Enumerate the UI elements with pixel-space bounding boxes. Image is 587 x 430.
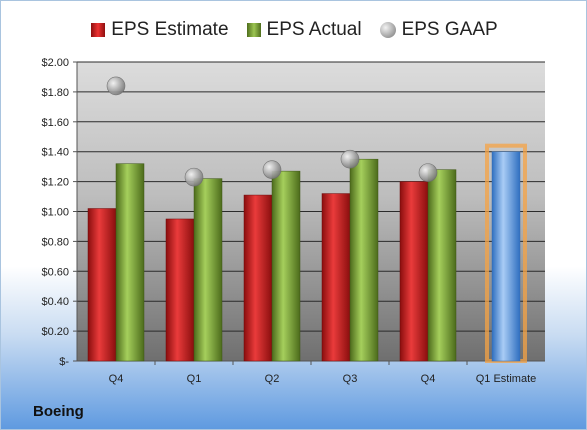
bar-actual — [427, 169, 457, 362]
legend-swatch-actual — [246, 23, 261, 37]
legend-label-gaap: EPS GAAP — [401, 19, 498, 40]
legend-swatch-estimate — [91, 23, 106, 37]
x-tick-label: Q1 Estimate — [476, 373, 537, 385]
legend-label-estimate: EPS Estimate — [111, 19, 229, 40]
x-tick-label: Q4 — [109, 373, 124, 385]
bar-estimate — [321, 193, 351, 362]
y-tick-label: $0.60 — [41, 266, 69, 278]
bar-actual — [115, 163, 145, 362]
bars — [87, 143, 527, 363]
legend-item-actual: EPS Actual — [246, 15, 362, 45]
bar-projection — [491, 151, 521, 362]
legend-swatch-gaap — [379, 22, 396, 38]
bar-actual — [349, 158, 379, 362]
legend-item-gaap: EPS GAAP — [379, 15, 498, 45]
y-tick-label: $0.20 — [41, 326, 69, 338]
bar-estimate — [399, 181, 429, 362]
chart-legend: EPS Estimate EPS Actual EPS GAAP — [1, 15, 586, 45]
y-tick-label: $1.20 — [41, 177, 69, 189]
y-tick-label: $1.40 — [41, 147, 69, 159]
bar-estimate — [243, 194, 273, 362]
y-tick-label: $1.60 — [41, 117, 69, 129]
legend-item-estimate: EPS Estimate — [91, 15, 229, 45]
gaap-marker — [262, 160, 282, 179]
gaap-marker — [340, 149, 360, 169]
y-tick-label: $0.40 — [41, 296, 69, 308]
y-tick-label: $2.00 — [41, 57, 69, 69]
y-tick-label: $1.80 — [41, 87, 69, 99]
company-label: Boeing — [33, 403, 84, 420]
x-tick-label: Q1 — [187, 373, 202, 385]
bar-estimate — [87, 208, 117, 362]
bar-estimate — [165, 218, 195, 362]
y-axis: $- $0.20 $0.40 $0.60 $0.80 $1.00 $1.20 $1.40 $1.… — [41, 57, 78, 368]
x-tick-label: Q3 — [343, 373, 358, 385]
bar-actual — [271, 170, 301, 362]
x-tick-label: Q4 — [421, 373, 436, 385]
y-tick-label: $1.00 — [41, 207, 69, 219]
gaap-markers — [106, 76, 438, 187]
gaap-marker — [418, 163, 438, 182]
x-tick-label: Q2 — [265, 373, 280, 385]
gaap-marker — [184, 167, 204, 187]
bar-actual — [193, 178, 223, 362]
y-tick-label: $0.80 — [41, 236, 69, 248]
x-axis: Q4 Q1 Q2 Q3 Q4 Q1 Estimate — [77, 360, 545, 385]
y-tick-label: $- — [59, 356, 69, 368]
gaap-marker — [106, 76, 126, 96]
legend-label-actual: EPS Actual — [266, 19, 362, 40]
